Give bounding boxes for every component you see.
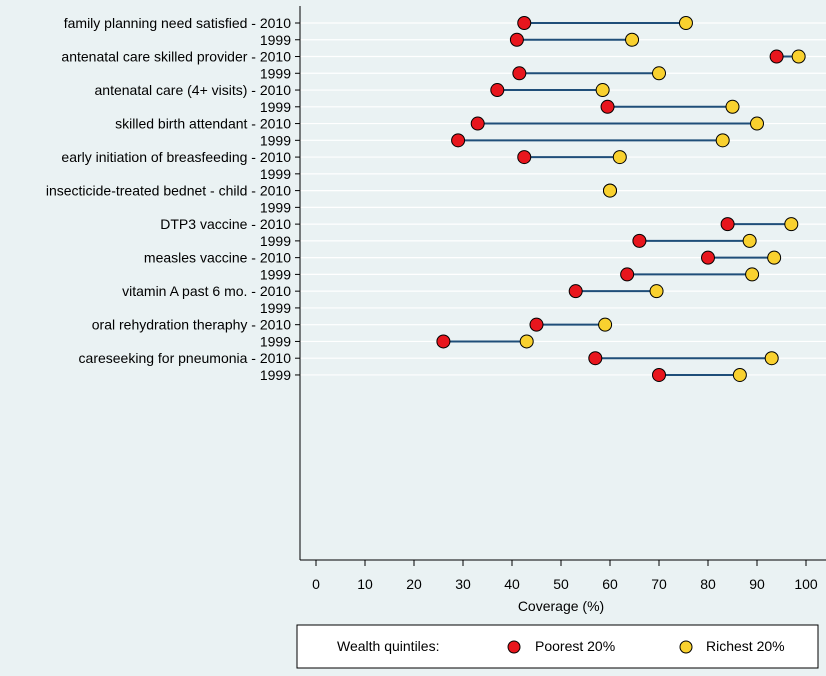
- legend-box: [296, 624, 819, 669]
- poorest-point: [517, 150, 532, 165]
- richest-point: [625, 32, 640, 47]
- richest-point: [764, 351, 779, 366]
- richest-point: [750, 116, 764, 131]
- row-labels: family planning need satisfied - 2010199…: [46, 15, 291, 383]
- poorest-point: [451, 133, 466, 148]
- poorest-point: [632, 233, 647, 248]
- poorest-point: [588, 351, 603, 366]
- x-tick-label: 100: [794, 576, 818, 592]
- row-label: careseeking for pneumonia - 2010: [79, 350, 292, 366]
- poorest-point: [652, 367, 666, 382]
- richest-point: [678, 16, 693, 30]
- richest-point: [742, 233, 757, 248]
- richest-point: [715, 133, 730, 148]
- row-label: 1999: [260, 132, 291, 148]
- richest-point: [767, 250, 782, 265]
- legend-label-poorest: Poorest 20%: [535, 638, 615, 654]
- row-label: 1999: [260, 300, 291, 316]
- row-label: 1999: [260, 333, 291, 349]
- row-label: antenatal care (4+ visits) - 2010: [95, 82, 292, 98]
- legend-marker-richest: [679, 640, 693, 654]
- row-label: vitamin A past 6 mo. - 2010: [122, 283, 291, 299]
- x-tick-label: 30: [455, 576, 471, 592]
- row-label: 1999: [260, 266, 291, 282]
- row-label: early initiation of breasfeeding - 2010: [61, 149, 291, 165]
- x-tick-label: 10: [357, 576, 373, 592]
- poorest-point: [769, 49, 784, 64]
- richest-point: [649, 284, 664, 299]
- legend-marker-poorest: [507, 640, 521, 654]
- x-tick-label: 90: [749, 576, 765, 592]
- poorest-point: [529, 317, 544, 332]
- legend-title: Wealth quintiles:: [337, 638, 439, 654]
- row-label: measles vaccine - 2010: [144, 250, 291, 266]
- row-label: insecticide-treated bednet - child - 201…: [46, 183, 291, 199]
- x-tick-label: 0: [312, 576, 320, 592]
- row-label: 1999: [260, 367, 291, 383]
- richest-point: [595, 83, 610, 98]
- poorest-point: [512, 66, 527, 81]
- poorest-point: [470, 116, 485, 131]
- x-tick-label: 50: [553, 576, 569, 592]
- x-tick-label: 40: [504, 576, 520, 592]
- richest-point: [519, 334, 534, 349]
- row-label: 1999: [260, 166, 291, 182]
- x-axis: 0 10 20 30 40 50 60 70 80 90 100: [295, 6, 826, 592]
- row-label: antenatal care skilled provider - 2010: [61, 49, 291, 65]
- richest-point: [598, 317, 613, 332]
- x-tick-label: 80: [700, 576, 716, 592]
- legend: Wealth quintiles: Poorest 20% Richest 20…: [296, 624, 819, 669]
- row-label: 1999: [260, 199, 291, 215]
- poorest-point: [620, 267, 635, 282]
- richest-point: [612, 150, 627, 165]
- poorest-point: [568, 284, 583, 299]
- grid-layer: [300, 22, 826, 376]
- richest-point: [791, 49, 806, 64]
- data-marks: [436, 16, 806, 382]
- richest-point: [652, 66, 666, 81]
- x-tick-label: 60: [602, 576, 618, 592]
- poorest-point: [701, 250, 715, 265]
- x-tick-label: 70: [651, 576, 667, 592]
- row-label: 1999: [260, 233, 291, 249]
- poorest-point: [517, 16, 532, 30]
- poorest-point: [436, 334, 451, 349]
- poorest-point: [490, 83, 505, 98]
- poorest-point: [509, 32, 524, 47]
- row-label: 1999: [260, 99, 291, 115]
- row-label: family planning need satisfied - 2010: [64, 15, 291, 31]
- row-label: skilled birth attendant - 2010: [115, 116, 291, 132]
- legend-label-richest: Richest 20%: [706, 638, 785, 654]
- row-label: 1999: [260, 32, 291, 48]
- poorest-point: [720, 217, 735, 232]
- richest-point: [603, 183, 617, 198]
- richest-point: [732, 367, 747, 382]
- row-label: DTP3 vaccine - 2010: [160, 216, 291, 232]
- richest-point: [784, 217, 799, 232]
- x-tick-label: 20: [406, 576, 422, 592]
- row-label: 1999: [260, 65, 291, 81]
- row-label: oral rehydration theraphy - 2010: [92, 317, 291, 333]
- richest-point: [745, 267, 760, 282]
- richest-point: [725, 99, 740, 114]
- x-axis-label: Coverage (%): [518, 598, 604, 614]
- poorest-point: [600, 99, 615, 114]
